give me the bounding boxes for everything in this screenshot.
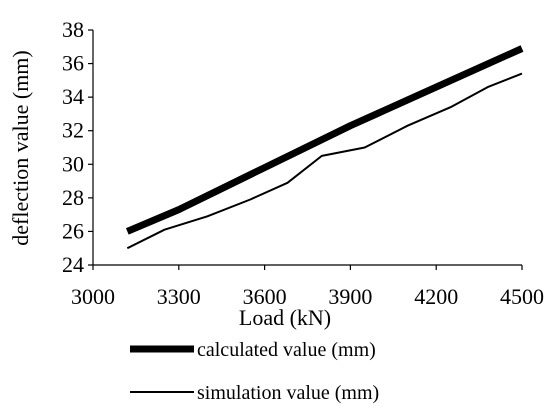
series-line-simulation: [126, 72, 523, 250]
y-tick-label: 30: [62, 151, 84, 176]
y-tick-label: 24: [62, 252, 84, 277]
y-ticks: 24 26 28 30 32 34 36 38: [62, 17, 93, 277]
x-tick-label: 3300: [157, 284, 201, 309]
y-axis-title: deflection value (mm): [8, 50, 33, 245]
x-axis-title: Load (kN): [239, 305, 331, 330]
y-tick-label: 38: [62, 17, 84, 42]
x-tick-label: 4500: [500, 284, 544, 309]
x-tick-label: 3000: [71, 284, 115, 309]
y-tick-label: 36: [62, 51, 84, 76]
x-tick-label: 3900: [328, 284, 372, 309]
axes: [92, 30, 522, 266]
x-tick-label: 4200: [414, 284, 458, 309]
x-tick-label: 3600: [243, 284, 287, 309]
legend-label-calculated: calculated value (mm): [197, 339, 376, 361]
y-tick-label: 28: [62, 185, 84, 210]
series-line-calculated: [125, 45, 524, 235]
legend: calculated value (mm) simulation value (…: [130, 339, 379, 404]
legend-label-simulation: simulation value (mm): [197, 382, 379, 404]
y-tick-label: 32: [62, 118, 84, 143]
y-tick-label: 34: [62, 84, 84, 109]
series-lines: [125, 45, 524, 250]
y-tick-label: 26: [62, 218, 84, 243]
x-ticks: 3000 3300 3600 3900 4200 4500: [71, 265, 544, 309]
